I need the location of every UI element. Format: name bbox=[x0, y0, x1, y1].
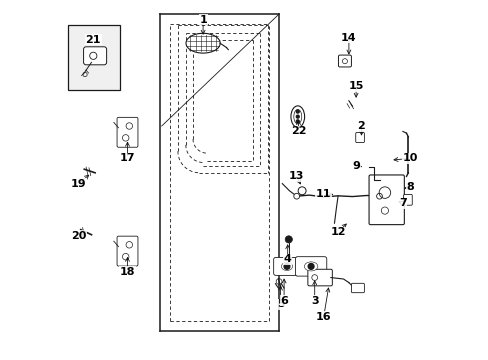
FancyBboxPatch shape bbox=[295, 257, 326, 276]
Text: 15: 15 bbox=[348, 81, 363, 91]
FancyBboxPatch shape bbox=[117, 236, 138, 266]
FancyBboxPatch shape bbox=[273, 257, 300, 275]
Circle shape bbox=[296, 115, 299, 118]
Circle shape bbox=[284, 264, 289, 269]
Text: 20: 20 bbox=[71, 231, 86, 241]
FancyBboxPatch shape bbox=[307, 269, 332, 286]
Ellipse shape bbox=[290, 106, 304, 127]
Text: 19: 19 bbox=[71, 179, 86, 189]
Text: 10: 10 bbox=[402, 153, 417, 163]
Text: 8: 8 bbox=[406, 182, 413, 192]
Circle shape bbox=[293, 193, 299, 199]
Text: 5: 5 bbox=[276, 299, 284, 309]
Text: 1: 1 bbox=[199, 15, 206, 25]
Text: 21: 21 bbox=[85, 35, 101, 45]
Text: 11: 11 bbox=[315, 189, 331, 199]
Text: 22: 22 bbox=[290, 126, 305, 136]
FancyBboxPatch shape bbox=[368, 175, 404, 225]
Text: 17: 17 bbox=[120, 153, 135, 163]
Text: 3: 3 bbox=[310, 296, 318, 306]
Circle shape bbox=[296, 120, 299, 123]
FancyBboxPatch shape bbox=[355, 132, 364, 143]
FancyBboxPatch shape bbox=[338, 55, 351, 67]
Text: 18: 18 bbox=[120, 267, 135, 277]
Ellipse shape bbox=[293, 109, 301, 124]
FancyBboxPatch shape bbox=[83, 47, 106, 65]
Text: 6: 6 bbox=[280, 296, 287, 306]
FancyBboxPatch shape bbox=[403, 194, 411, 205]
Text: 4: 4 bbox=[283, 254, 291, 264]
Ellipse shape bbox=[304, 262, 317, 271]
Circle shape bbox=[285, 236, 292, 243]
Text: 16: 16 bbox=[315, 312, 331, 322]
Text: 12: 12 bbox=[330, 227, 345, 237]
Text: 13: 13 bbox=[288, 171, 304, 181]
Ellipse shape bbox=[185, 33, 220, 53]
Ellipse shape bbox=[281, 262, 292, 270]
Text: 9: 9 bbox=[351, 161, 359, 171]
Circle shape bbox=[296, 110, 299, 113]
Text: 2: 2 bbox=[357, 121, 365, 131]
Text: 14: 14 bbox=[341, 33, 356, 43]
Circle shape bbox=[307, 264, 313, 269]
FancyBboxPatch shape bbox=[68, 25, 120, 90]
Circle shape bbox=[376, 193, 382, 199]
FancyBboxPatch shape bbox=[351, 283, 364, 293]
FancyBboxPatch shape bbox=[117, 117, 138, 147]
Text: 7: 7 bbox=[398, 198, 406, 208]
